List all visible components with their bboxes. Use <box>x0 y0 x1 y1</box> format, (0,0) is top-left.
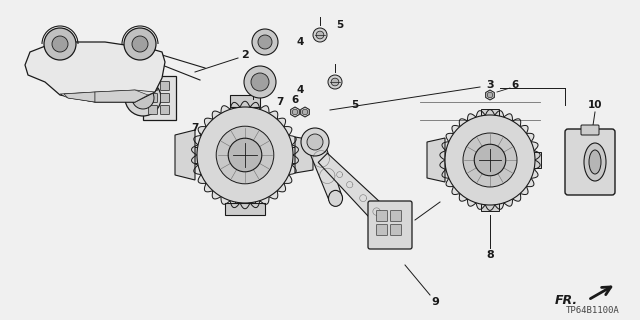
FancyBboxPatch shape <box>161 93 170 102</box>
Text: 5: 5 <box>351 100 358 110</box>
Text: 4: 4 <box>296 37 304 47</box>
FancyBboxPatch shape <box>161 106 170 115</box>
Polygon shape <box>440 110 540 210</box>
Circle shape <box>125 80 161 116</box>
Circle shape <box>301 128 329 156</box>
Polygon shape <box>175 130 195 180</box>
FancyBboxPatch shape <box>148 93 157 102</box>
Circle shape <box>132 36 148 52</box>
Circle shape <box>197 107 293 203</box>
Text: FR.: FR. <box>555 293 578 307</box>
Polygon shape <box>78 50 148 105</box>
Ellipse shape <box>584 143 606 181</box>
Polygon shape <box>143 76 176 120</box>
Text: 8: 8 <box>486 250 494 260</box>
Text: 3: 3 <box>486 80 494 90</box>
FancyBboxPatch shape <box>581 125 599 135</box>
Circle shape <box>258 35 272 49</box>
Polygon shape <box>486 90 494 100</box>
FancyBboxPatch shape <box>390 225 401 236</box>
Text: TP64B1100A: TP64B1100A <box>566 306 620 315</box>
Text: 6: 6 <box>291 95 299 105</box>
Polygon shape <box>191 101 298 209</box>
Circle shape <box>292 109 298 115</box>
Ellipse shape <box>589 150 601 174</box>
Polygon shape <box>295 137 313 173</box>
FancyBboxPatch shape <box>376 211 387 221</box>
Circle shape <box>313 28 327 42</box>
Ellipse shape <box>328 190 342 206</box>
Circle shape <box>228 138 262 172</box>
Polygon shape <box>301 107 309 117</box>
Polygon shape <box>225 203 265 215</box>
Circle shape <box>252 29 278 55</box>
Text: 9: 9 <box>431 297 439 307</box>
Circle shape <box>44 28 76 60</box>
FancyBboxPatch shape <box>565 129 615 195</box>
FancyBboxPatch shape <box>287 147 299 164</box>
FancyBboxPatch shape <box>390 211 401 221</box>
FancyBboxPatch shape <box>148 82 157 91</box>
Polygon shape <box>291 107 300 117</box>
Polygon shape <box>60 90 155 102</box>
Polygon shape <box>95 90 148 102</box>
Text: 7: 7 <box>276 97 284 107</box>
Text: 7: 7 <box>191 123 198 133</box>
FancyBboxPatch shape <box>368 201 412 249</box>
Text: 6: 6 <box>511 80 518 90</box>
Circle shape <box>202 139 208 145</box>
Text: 1: 1 <box>256 82 264 92</box>
Circle shape <box>307 134 323 150</box>
Circle shape <box>124 28 156 60</box>
Polygon shape <box>25 42 165 102</box>
Text: 2: 2 <box>241 50 249 60</box>
Circle shape <box>244 66 276 98</box>
FancyBboxPatch shape <box>191 147 203 164</box>
Polygon shape <box>307 139 342 201</box>
Circle shape <box>251 73 269 91</box>
FancyBboxPatch shape <box>440 152 451 168</box>
Circle shape <box>302 109 308 115</box>
Polygon shape <box>201 137 209 147</box>
Circle shape <box>132 87 154 109</box>
Circle shape <box>316 31 324 39</box>
Circle shape <box>52 36 68 52</box>
FancyBboxPatch shape <box>376 225 387 236</box>
Circle shape <box>474 144 506 176</box>
Polygon shape <box>427 138 445 182</box>
Circle shape <box>487 92 493 98</box>
Ellipse shape <box>76 49 87 61</box>
Text: 4: 4 <box>296 85 304 95</box>
FancyBboxPatch shape <box>529 152 541 168</box>
FancyBboxPatch shape <box>481 109 499 121</box>
FancyBboxPatch shape <box>481 199 499 211</box>
FancyBboxPatch shape <box>161 82 170 91</box>
Circle shape <box>331 78 339 86</box>
FancyBboxPatch shape <box>235 101 255 113</box>
Text: 5: 5 <box>337 20 344 30</box>
Circle shape <box>328 75 342 89</box>
FancyBboxPatch shape <box>235 197 255 209</box>
Circle shape <box>463 133 517 187</box>
Circle shape <box>216 126 274 184</box>
Circle shape <box>445 115 535 205</box>
Polygon shape <box>318 153 397 232</box>
FancyBboxPatch shape <box>148 106 157 115</box>
Text: 10: 10 <box>588 100 602 110</box>
Polygon shape <box>64 92 95 102</box>
Polygon shape <box>230 95 260 107</box>
